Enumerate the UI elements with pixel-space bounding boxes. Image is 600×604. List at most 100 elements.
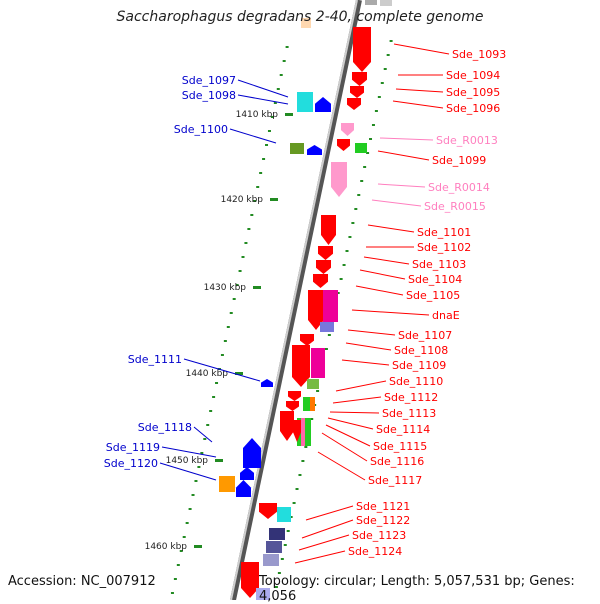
- gene-label: Sde_1122: [356, 514, 410, 527]
- inner-track-dot: [244, 242, 248, 244]
- inner-track-dot: [253, 200, 257, 202]
- leader-line: [237, 79, 289, 98]
- outer-track-dot: [354, 208, 358, 210]
- scale-tick: [215, 459, 223, 462]
- gene-label: Sde_1118: [138, 421, 192, 434]
- leader-line: [237, 94, 289, 105]
- leader-line: [317, 451, 366, 481]
- feature-block: [266, 541, 282, 553]
- scale-tick: [253, 286, 261, 289]
- scale-tick-label: 1460 kbp: [145, 542, 188, 552]
- cds-arrow-sde1118: [243, 438, 261, 468]
- outer-track-dot: [351, 222, 355, 224]
- cds-arrow-sde1107: [300, 334, 314, 346]
- rna-arrow-sde-r0014: [331, 162, 347, 197]
- gene-label: Sde_R0013: [436, 134, 498, 147]
- inner-track-dot: [194, 480, 198, 482]
- cds-arrow-sde1124: [241, 562, 259, 598]
- gene-label: Sde_1124: [348, 545, 402, 558]
- leader-line: [329, 411, 380, 414]
- inner-track-dot: [279, 74, 283, 76]
- inner-track-dot: [235, 284, 239, 286]
- feature-block: [277, 507, 291, 522]
- outer-track-dot: [301, 460, 305, 462]
- gene-label: Sde_1101: [417, 226, 471, 239]
- inner-track-dot: [259, 172, 263, 174]
- inner-track-dot: [267, 130, 271, 132]
- gene-label: Sde_1113: [382, 407, 436, 420]
- scale-tick-label: 1410 kbp: [236, 110, 279, 120]
- inner-track-dot: [265, 144, 269, 146]
- scale-tick: [285, 113, 293, 116]
- leader-line: [377, 183, 426, 188]
- gene-label: Sde_1104: [408, 273, 462, 286]
- inner-track-dot: [203, 438, 207, 440]
- outer-track-dot: [389, 40, 393, 42]
- leader-line: [161, 446, 217, 458]
- gene-label: Sde_1098: [182, 89, 236, 102]
- gene-label: Sde_1110: [389, 375, 443, 388]
- inner-track-dot: [215, 382, 219, 384]
- feature-block: [219, 476, 235, 492]
- cds-arrow-sde1099: [337, 139, 350, 151]
- inner-track-dot: [229, 312, 233, 314]
- accession-label: Accession: NC_007912: [8, 574, 156, 589]
- scale-tick-label: 1420 kbp: [221, 195, 264, 205]
- inner-track-dot: [247, 228, 251, 230]
- scale-tick-label: 1430 kbp: [204, 283, 247, 293]
- outer-track-dot: [274, 586, 278, 588]
- inner-track-dot: [250, 214, 254, 216]
- gene-label: Sde_1109: [392, 359, 446, 372]
- inner-track-dot: [241, 256, 245, 258]
- inner-track-dot: [200, 452, 204, 454]
- leader-line: [327, 417, 374, 430]
- gene-label: Sde_1115: [373, 440, 427, 453]
- cds-arrow-sde1109: [292, 345, 310, 387]
- inner-track-dot: [226, 326, 230, 328]
- outer-track-dot: [380, 82, 384, 84]
- gene-label: Sde_1108: [394, 344, 448, 357]
- cds-arrow-sde1104: [313, 274, 328, 288]
- gene-label: Sde_1107: [398, 329, 452, 342]
- outer-track-dot: [369, 138, 373, 140]
- leader-line: [298, 534, 350, 551]
- feature-block: [320, 322, 334, 332]
- inner-track-dot: [282, 60, 286, 62]
- leader-line: [392, 100, 444, 109]
- cds-arrow-sde1098: [315, 97, 331, 112]
- inner-track-dot: [176, 564, 180, 566]
- outer-track-dot: [366, 152, 370, 154]
- leader-line: [301, 519, 354, 539]
- inner-track-dot: [270, 116, 274, 118]
- cds-arrow-sde1094: [352, 72, 367, 86]
- cds-arrow-sde1102: [318, 246, 333, 260]
- feature-block: [307, 379, 319, 389]
- outer-track-dot: [357, 194, 361, 196]
- cds-arrow-sde1121: [259, 503, 277, 519]
- feature-block: [290, 143, 304, 154]
- leader-line: [193, 426, 213, 443]
- cds-arrow-dnae: [308, 290, 324, 330]
- cds-arrow-sde1119: [240, 467, 254, 480]
- gene-label: Sde_1097: [182, 74, 236, 87]
- leader-line: [379, 137, 434, 141]
- outer-track-dot: [292, 502, 296, 504]
- inner-track-dot: [182, 536, 186, 538]
- leader-line: [321, 432, 368, 462]
- gene-label: Sde_R0015: [424, 200, 486, 213]
- outer-track-dot: [348, 236, 352, 238]
- gene-label: Sde_1095: [446, 86, 500, 99]
- feature-block: [323, 290, 338, 322]
- feature-block: [301, 18, 311, 28]
- gene-label: Sde_1111: [128, 353, 182, 366]
- leader-line: [347, 329, 396, 336]
- leader-line: [335, 380, 387, 392]
- gene-label: Sde_1099: [432, 154, 486, 167]
- leader-line: [325, 424, 371, 447]
- feature-block: [380, 0, 392, 6]
- inner-track-dot: [220, 354, 224, 356]
- outer-track-dot: [289, 516, 293, 518]
- inner-track-dot: [191, 494, 195, 496]
- outer-track-dot: [339, 278, 343, 280]
- feature-block: [303, 397, 313, 411]
